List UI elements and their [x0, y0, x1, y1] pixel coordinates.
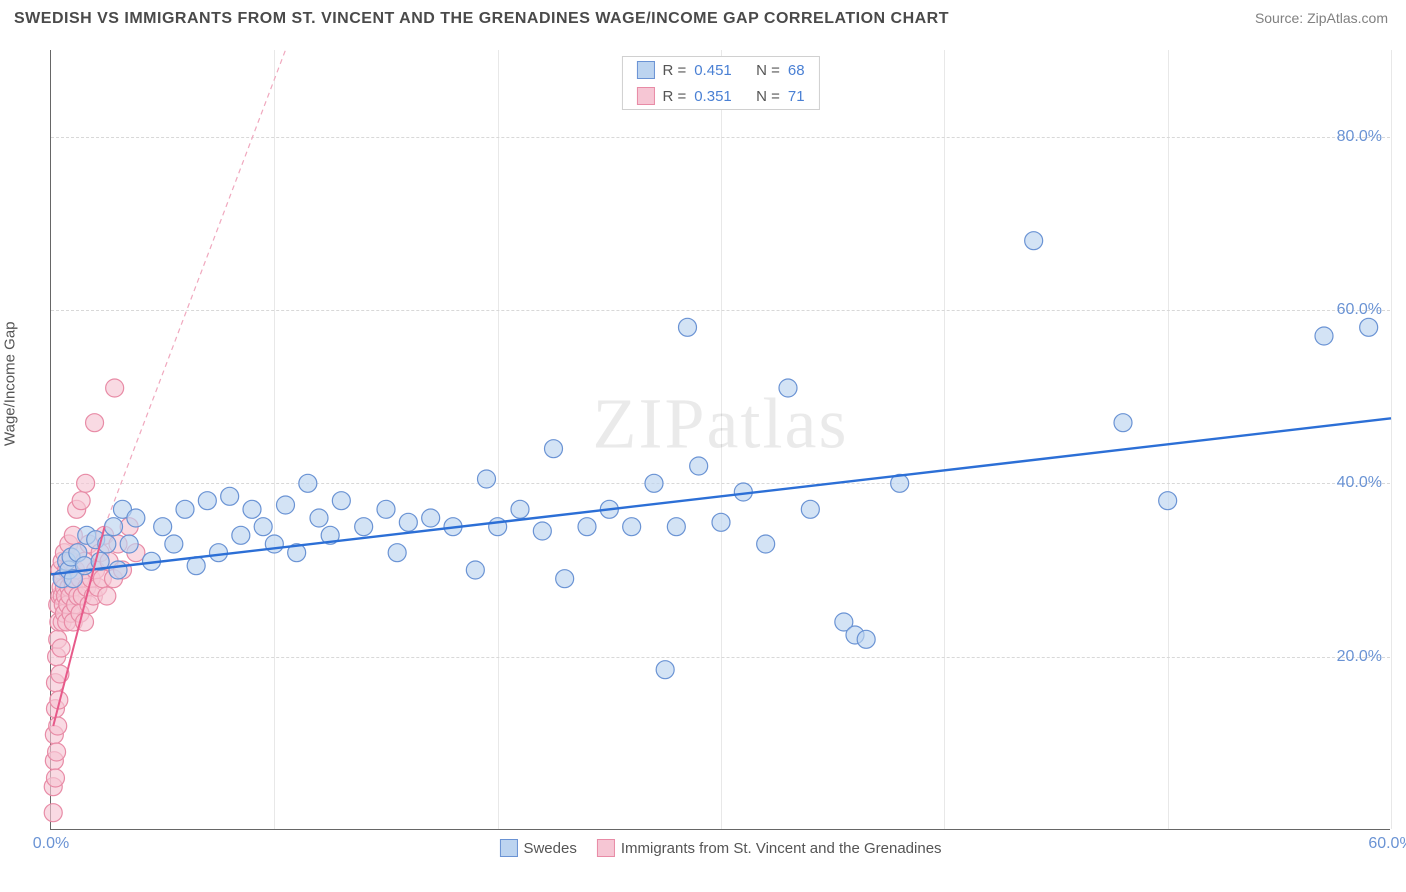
- data-point: [127, 509, 145, 527]
- data-point: [399, 513, 417, 531]
- x-tick-label: 0.0%: [33, 835, 69, 853]
- trend-extension-pink: [105, 50, 286, 527]
- data-point: [556, 570, 574, 588]
- data-point: [578, 518, 596, 536]
- source-attribution: Source: ZipAtlas.com: [1255, 10, 1388, 26]
- data-point: [623, 518, 641, 536]
- trend-line-blue: [51, 418, 1391, 574]
- data-point: [98, 587, 116, 605]
- data-point: [511, 500, 529, 518]
- data-point: [299, 474, 317, 492]
- legend-item-pink: Immigrants from St. Vincent and the Gren…: [597, 839, 942, 857]
- data-point: [210, 544, 228, 562]
- data-point: [478, 470, 496, 488]
- data-point: [48, 743, 66, 761]
- data-point: [377, 500, 395, 518]
- data-point: [154, 518, 172, 536]
- chart-title: SWEDISH VS IMMIGRANTS FROM ST. VINCENT A…: [0, 0, 1406, 40]
- y-tick-label: 60.0%: [1337, 301, 1382, 319]
- data-point: [332, 492, 350, 510]
- data-point: [72, 492, 90, 510]
- gridline-v: [1391, 50, 1392, 829]
- data-point: [667, 518, 685, 536]
- data-point: [120, 535, 138, 553]
- data-point: [77, 474, 95, 492]
- data-point: [1360, 318, 1378, 336]
- data-point: [254, 518, 272, 536]
- y-axis-label: Wage/Income Gap: [2, 321, 19, 446]
- data-point: [1159, 492, 1177, 510]
- data-point: [277, 496, 295, 514]
- y-tick-label: 40.0%: [1337, 474, 1382, 492]
- data-point: [801, 500, 819, 518]
- data-point: [44, 804, 62, 822]
- y-tick-label: 20.0%: [1337, 648, 1382, 666]
- data-point: [466, 561, 484, 579]
- data-point: [645, 474, 663, 492]
- data-point: [1114, 414, 1132, 432]
- data-point: [757, 535, 775, 553]
- data-point: [165, 535, 183, 553]
- data-point: [690, 457, 708, 475]
- chart-svg: [51, 50, 1390, 829]
- data-point: [198, 492, 216, 510]
- series-label-blue: Swedes: [523, 840, 576, 857]
- data-point: [679, 318, 697, 336]
- legend-series: Swedes Immigrants from St. Vincent and t…: [499, 839, 941, 857]
- data-point: [109, 561, 127, 579]
- data-point: [221, 487, 239, 505]
- legend-item-blue: Swedes: [499, 839, 576, 857]
- data-point: [232, 526, 250, 544]
- y-tick-label: 80.0%: [1337, 128, 1382, 146]
- data-point: [105, 518, 123, 536]
- x-tick-label: 60.0%: [1368, 835, 1406, 853]
- data-point: [656, 661, 674, 679]
- data-point: [86, 414, 104, 432]
- data-point: [1025, 232, 1043, 250]
- swatch-pink-icon: [597, 839, 615, 857]
- data-point: [489, 518, 507, 536]
- series-label-pink: Immigrants from St. Vincent and the Gren…: [621, 840, 942, 857]
- data-point: [176, 500, 194, 518]
- data-point: [422, 509, 440, 527]
- data-point: [46, 769, 64, 787]
- data-point: [265, 535, 283, 553]
- data-point: [779, 379, 797, 397]
- data-point: [106, 379, 124, 397]
- data-point: [388, 544, 406, 562]
- data-point: [712, 513, 730, 531]
- data-point: [52, 639, 70, 657]
- data-point: [310, 509, 328, 527]
- swatch-blue-icon: [499, 839, 517, 857]
- data-point: [857, 630, 875, 648]
- data-point: [243, 500, 261, 518]
- data-point: [1315, 327, 1333, 345]
- plot-area: ZIPatlas R = 0.451 N = 68 R = 0.351 N = …: [50, 50, 1390, 830]
- data-point: [545, 440, 563, 458]
- data-point: [49, 717, 67, 735]
- data-point: [355, 518, 373, 536]
- data-point: [533, 522, 551, 540]
